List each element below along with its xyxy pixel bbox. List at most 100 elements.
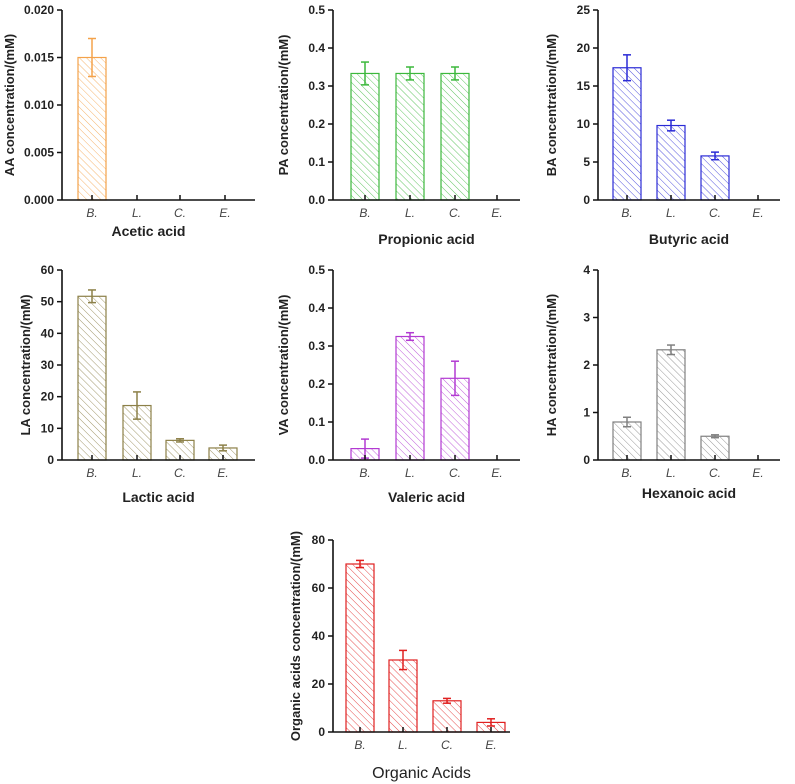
x-tick-label: B. bbox=[621, 466, 632, 480]
bar bbox=[350, 72, 380, 201]
error-bar bbox=[406, 66, 414, 81]
error-bar bbox=[356, 559, 364, 569]
error-bar bbox=[623, 54, 631, 82]
y-tick-label: 40 bbox=[312, 629, 326, 643]
y-tick-label: 80 bbox=[312, 533, 326, 547]
y-tick-label: 0.010 bbox=[24, 98, 54, 112]
y-tick-label: 0.0 bbox=[308, 193, 325, 207]
y-tick-label: 20 bbox=[312, 677, 326, 691]
y-tick-label: 30 bbox=[41, 358, 55, 372]
x-tick-label: E. bbox=[485, 738, 496, 752]
error-bar bbox=[667, 119, 675, 132]
y-tick-label: 0.1 bbox=[308, 415, 325, 429]
x-tick-label: B. bbox=[621, 206, 632, 220]
bar bbox=[440, 72, 470, 201]
subplot-title: Valeric acid bbox=[388, 489, 465, 505]
subplot-2: B. L. C. E. 0 5 10 15 20 25 BA concentration/(mM) B… bbox=[544, 3, 780, 247]
y-tick-label: 20 bbox=[41, 390, 55, 404]
x-tick-label: B. bbox=[86, 206, 97, 220]
error-bar bbox=[623, 416, 631, 428]
bar bbox=[656, 349, 686, 461]
x-tick-label: C. bbox=[449, 466, 461, 480]
y-tick-label: 50 bbox=[41, 295, 55, 309]
y-tick-label: 0.2 bbox=[308, 117, 325, 131]
subplot-title: Hexanoic acid bbox=[642, 485, 736, 501]
x-tick-label: E. bbox=[217, 466, 228, 480]
subplot-title: Acetic acid bbox=[112, 223, 186, 239]
y-tick-label: 0 bbox=[47, 453, 54, 467]
x-tick-label: E. bbox=[219, 206, 230, 220]
y-tick-label: 0.4 bbox=[308, 41, 325, 55]
y-tick-label: 15 bbox=[577, 79, 591, 93]
error-bar bbox=[361, 61, 369, 86]
y-tick-label: 40 bbox=[41, 326, 55, 340]
bar bbox=[77, 56, 107, 201]
x-tick-label: C. bbox=[449, 206, 461, 220]
error-bar bbox=[88, 37, 96, 78]
x-tick-label: C. bbox=[174, 206, 186, 220]
y-tick-label: 5 bbox=[583, 155, 590, 169]
y-axis-label: HA concentration/(mM) bbox=[544, 294, 559, 437]
bar bbox=[345, 563, 375, 733]
y-axis-label: LA concentration/(mM) bbox=[18, 294, 33, 435]
error-bar bbox=[711, 151, 719, 161]
y-tick-label: 20 bbox=[577, 41, 591, 55]
x-tick-label: C. bbox=[174, 466, 186, 480]
subplot-title: Organic Acids bbox=[372, 765, 471, 782]
subplot-title: Propionic acid bbox=[378, 231, 474, 247]
x-tick-label: L. bbox=[132, 206, 142, 220]
y-tick-label: 0 bbox=[583, 453, 590, 467]
y-tick-label: 60 bbox=[41, 263, 55, 277]
subplot-1: B. L. C. E. 0.0 0.1 0.2 0.3 0.4 0.5 PA concentrati… bbox=[276, 3, 520, 247]
x-tick-label: E. bbox=[752, 466, 763, 480]
x-tick-label: E. bbox=[491, 206, 502, 220]
y-tick-label: 0.3 bbox=[308, 79, 325, 93]
y-tick-label: 0.5 bbox=[308, 3, 325, 17]
y-tick-label: 2 bbox=[583, 358, 590, 372]
y-axis-label: Organic acids concentration/(mM) bbox=[288, 531, 303, 741]
y-tick-label: 0.5 bbox=[308, 263, 325, 277]
x-tick-label: C. bbox=[441, 738, 453, 752]
y-axis-label: PA concentration/(mM) bbox=[276, 35, 291, 176]
error-bar bbox=[133, 391, 141, 420]
bar bbox=[77, 295, 107, 461]
x-tick-label: B. bbox=[359, 206, 370, 220]
y-tick-label: 0.000 bbox=[24, 193, 54, 207]
bar bbox=[656, 124, 686, 201]
y-tick-label: 0.020 bbox=[24, 3, 54, 17]
x-tick-label: L. bbox=[405, 206, 415, 220]
x-tick-label: E. bbox=[752, 206, 763, 220]
x-tick-label: L. bbox=[132, 466, 142, 480]
x-tick-label: B. bbox=[354, 738, 365, 752]
error-bar bbox=[176, 438, 184, 443]
y-tick-label: 3 bbox=[583, 311, 590, 325]
error-bar bbox=[487, 718, 495, 727]
x-tick-label: B. bbox=[359, 466, 370, 480]
subplot-3: B. L. C. E. 0 10 20 30 40 50 60 LA concentration/(m… bbox=[18, 263, 255, 505]
x-tick-label: L. bbox=[666, 466, 676, 480]
error-bar bbox=[406, 331, 414, 342]
error-bar bbox=[711, 434, 719, 439]
y-axis-label: VA concentration/(mM) bbox=[276, 295, 291, 436]
bar bbox=[395, 335, 425, 461]
bar bbox=[700, 155, 730, 201]
y-tick-label: 1 bbox=[583, 406, 590, 420]
x-tick-label: C. bbox=[709, 466, 721, 480]
subplot-4: B. L. C. E. 0.0 0.1 0.2 0.3 0.4 0.5 VA concentrati… bbox=[276, 263, 520, 505]
y-tick-label: 0.4 bbox=[308, 301, 325, 315]
error-bar bbox=[667, 344, 675, 356]
y-tick-label: 10 bbox=[577, 117, 591, 131]
bar bbox=[395, 72, 425, 201]
x-tick-label: B. bbox=[86, 466, 97, 480]
y-tick-label: 0 bbox=[318, 725, 325, 739]
subplot-title: Butyric acid bbox=[649, 231, 729, 247]
y-tick-label: 10 bbox=[41, 421, 55, 435]
x-tick-label: L. bbox=[405, 466, 415, 480]
subplot-0: B. L. C. E. 0.000 0.005 0.010 0.015 0.020 AA conc… bbox=[2, 3, 255, 239]
bar bbox=[612, 67, 642, 201]
error-bar bbox=[219, 444, 227, 452]
y-tick-label: 0.2 bbox=[308, 377, 325, 391]
y-tick-label: 0.0 bbox=[308, 453, 325, 467]
x-tick-label: C. bbox=[709, 206, 721, 220]
